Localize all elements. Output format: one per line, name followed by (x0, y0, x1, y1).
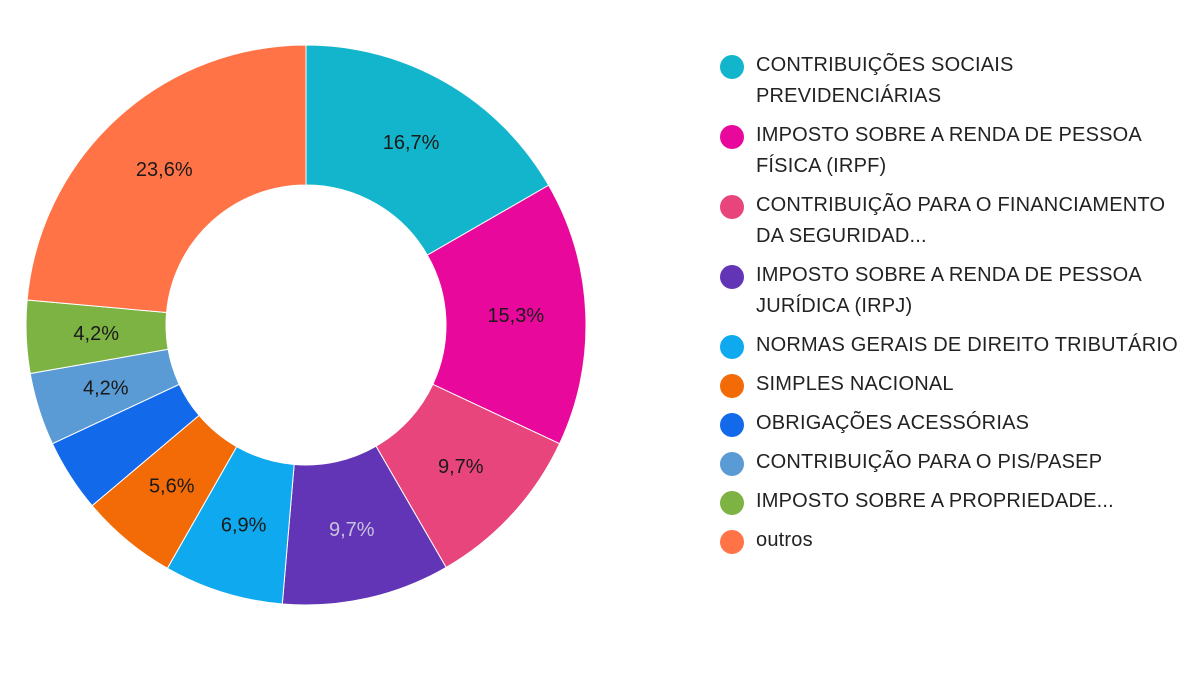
legend-swatch (720, 335, 744, 359)
slice-value-label: 15,3% (487, 305, 544, 327)
legend-swatch (720, 265, 744, 289)
donut-chart: 16,7% 15,3% 9,7% 9,7% 6,9% 5,6% 4,2% 4,2% 23,6% (25, 44, 587, 606)
slice-value-label: 9,7% (438, 456, 484, 478)
pie-slice[interactable] (426, 184, 587, 445)
legend-item[interactable]: CONTRIBUIÇÕES SOCIAIS PREVIDENCIÁRIAS (720, 50, 1180, 112)
legend-label: CONTRIBUIÇÕES SOCIAIS PREVIDENCIÁRIAS (756, 54, 1014, 107)
legend-item[interactable]: IMPOSTO SOBRE A PROPRIEDADE... (720, 486, 1180, 517)
chart-legend: CONTRIBUIÇÕES SOCIAIS PREVIDENCIÁRIAS IMP… (720, 50, 1180, 564)
legend-swatch (720, 491, 744, 515)
legend-label: SIMPLES NACIONAL (756, 373, 954, 395)
slice-value-label: 16,7% (383, 132, 440, 154)
legend-label: IMPOSTO SOBRE A PROPRIEDADE... (756, 490, 1114, 512)
slice-value-label: 4,2% (73, 323, 119, 345)
legend-swatch (720, 195, 744, 219)
legend-swatch (720, 125, 744, 149)
legend-label: CONTRIBUIÇÃO PARA O PIS/PASEP (756, 451, 1103, 473)
slice-value-label: 6,9% (221, 515, 267, 537)
legend-item[interactable]: IMPOSTO SOBRE A RENDA DE PESSOA FÍSICA (… (720, 120, 1180, 182)
legend-swatch (720, 374, 744, 398)
legend-item[interactable]: SIMPLES NACIONAL (720, 369, 1180, 400)
legend-label: CONTRIBUIÇÃO PARA O FINANCIAMENTO DA SEG… (756, 194, 1166, 247)
slice-value-label: 5,6% (149, 475, 195, 497)
legend-item[interactable]: OBRIGAÇÕES ACESSÓRIAS (720, 408, 1180, 439)
legend-item[interactable]: CONTRIBUIÇÃO PARA O FINANCIAMENTO DA SEG… (720, 190, 1180, 252)
legend-item[interactable]: outros (720, 525, 1180, 556)
legend-label: IMPOSTO SOBRE A RENDA DE PESSOA JURÍDICA… (756, 264, 1141, 317)
legend-swatch (720, 413, 744, 437)
legend-label: NORMAS GERAIS DE DIREITO TRIBUTÁRIO (756, 334, 1178, 356)
legend-label: OBRIGAÇÕES ACESSÓRIAS (756, 412, 1030, 434)
legend-swatch (720, 452, 744, 476)
legend-swatch (720, 55, 744, 79)
slice-value-label: 23,6% (136, 159, 193, 181)
pie-slice[interactable] (305, 44, 550, 256)
pie-slice[interactable] (26, 44, 307, 314)
legend-label: IMPOSTO SOBRE A RENDA DE PESSOA FÍSICA (… (756, 124, 1141, 177)
legend-item[interactable]: IMPOSTO SOBRE A RENDA DE PESSOA JURÍDICA… (720, 260, 1180, 322)
legend-item[interactable]: NORMAS GERAIS DE DIREITO TRIBUTÁRIO (720, 330, 1180, 361)
slice-value-label: 4,2% (83, 377, 129, 399)
legend-swatch (720, 530, 744, 554)
slice-value-label: 9,7% (329, 519, 375, 541)
legend-label: outros (756, 529, 813, 551)
legend-item[interactable]: CONTRIBUIÇÃO PARA O PIS/PASEP (720, 447, 1180, 478)
